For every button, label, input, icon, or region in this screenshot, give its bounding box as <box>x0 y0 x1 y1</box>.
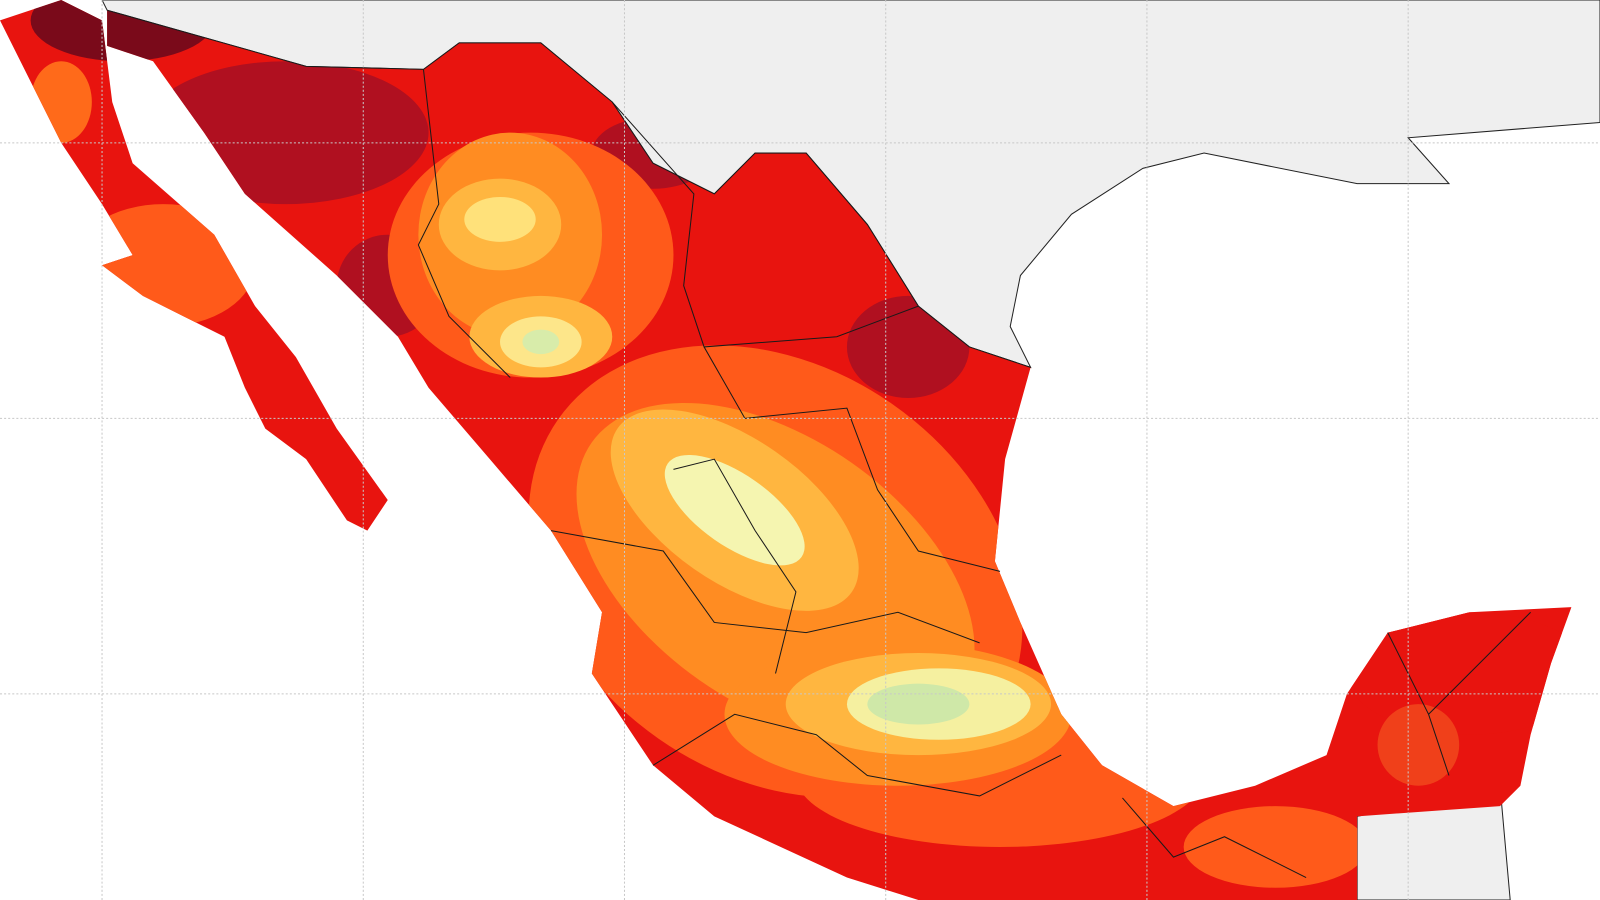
national-border <box>107 9 1031 368</box>
contour <box>867 683 970 725</box>
state-border <box>673 458 797 674</box>
contour <box>664 454 805 566</box>
contour <box>464 196 536 242</box>
state-border <box>1122 797 1307 879</box>
state-border <box>652 713 1062 797</box>
contour <box>1377 704 1460 786</box>
state-border <box>703 346 1001 572</box>
contour <box>30 0 215 62</box>
state-border <box>417 69 511 378</box>
state-border <box>611 101 919 348</box>
state-border <box>550 530 980 644</box>
contour <box>522 329 560 355</box>
state-borders <box>107 9 1531 879</box>
contour <box>1183 806 1368 888</box>
state-border <box>1387 611 1531 776</box>
